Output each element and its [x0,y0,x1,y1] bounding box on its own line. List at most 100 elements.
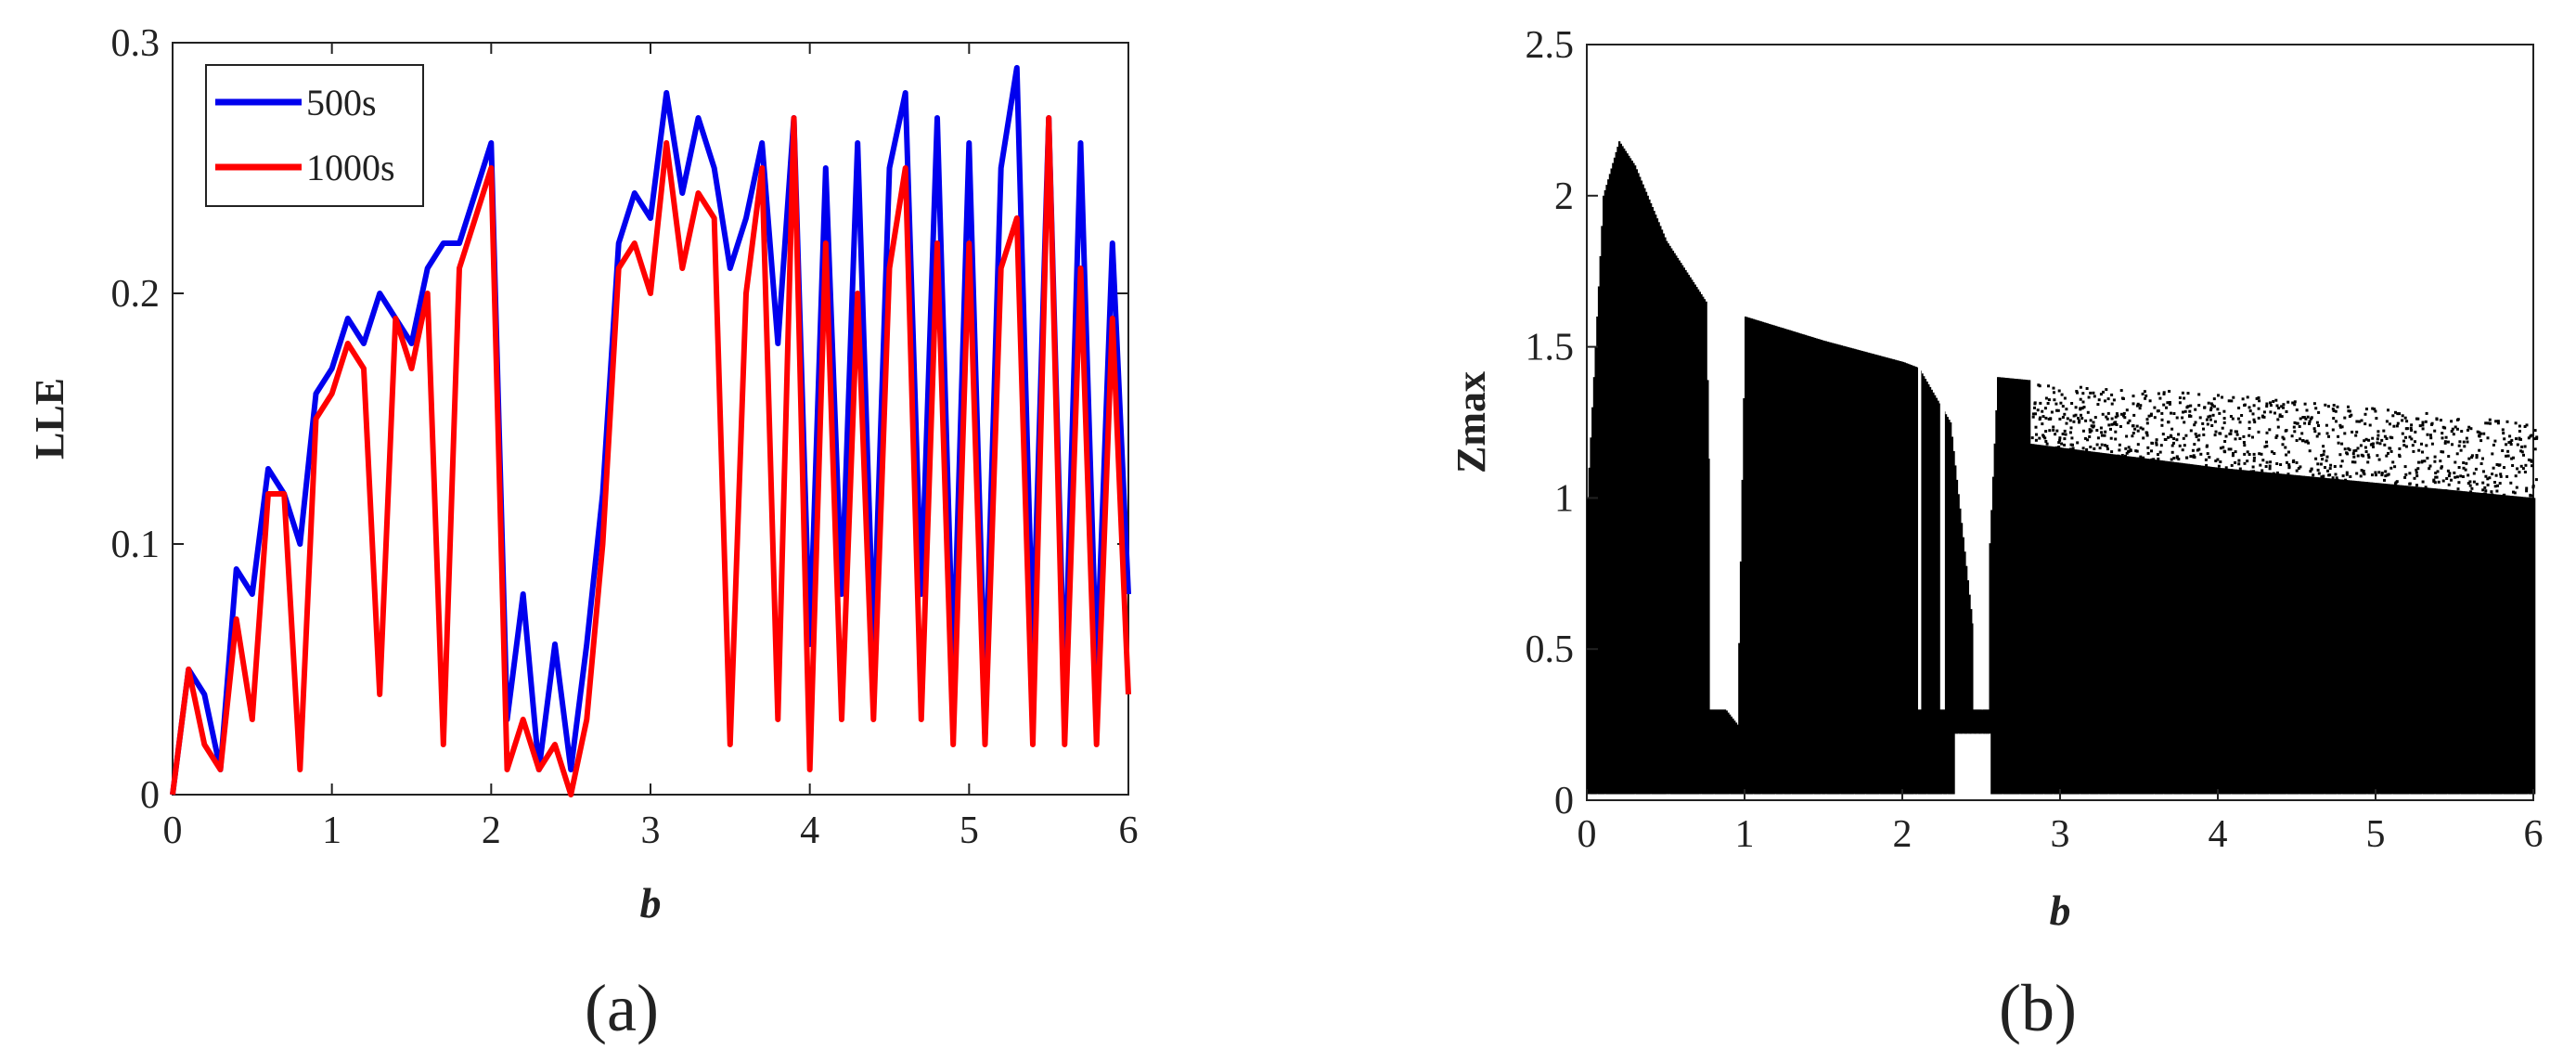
zmax-scatter-point [2089,446,2093,448]
zmax-dense-column [2067,448,2070,795]
zmax-dense-column [1754,319,1757,795]
zmax-dense-column [2036,444,2039,795]
legend-label-500s: 500s [306,82,377,123]
zmax-scatter-point [2290,434,2294,438]
zmax-scatter-point [2403,475,2407,479]
zmax-dense-column [1802,334,1806,795]
zmax-dense-column [2090,451,2093,795]
zmax-scatter-point [2505,443,2508,447]
zmax-scatter-point [2309,470,2312,473]
zmax-dense-column [1951,436,1953,795]
zmax-scatter-point [2424,420,2428,423]
zmax-scatter-point [2299,417,2302,421]
zmax-scatter-point [2078,421,2080,424]
zmax-scatter-point [2093,416,2097,420]
zmax-scatter-point [2376,434,2380,437]
zmax-scatter-point [2265,405,2269,408]
zmax-scatter-point [2039,401,2042,405]
zmax-scatter-point [2325,455,2329,459]
zmax-dense-column [1607,179,1610,795]
zmax-dense-column [2050,446,2054,795]
zmax-dense-column [2022,379,2025,795]
zmax-dense-column [2353,480,2356,795]
zmax-scatter-point [2376,437,2379,441]
zmax-scatter-point [2129,448,2132,452]
zmax-dense-column [2448,489,2451,795]
zmax-scatter-point [2081,447,2085,450]
zmax-scatter-point [2112,398,2116,402]
zmax-scatter-point [2241,397,2245,401]
zmax-dense-column [1847,346,1849,795]
zmax-dense-column [2192,464,2196,795]
zmax-dense-column [2007,378,2011,795]
zmax-scatter-point [2147,414,2151,418]
zmax-scatter-point [2227,399,2231,403]
zmax-scatter-point [2276,425,2280,429]
zmax-scatter-point [2391,414,2395,418]
zmax-scatter-point [2122,411,2126,415]
zmax-dense-column [1946,417,1949,795]
zmax-dense-column [2307,476,2311,795]
zmax-scatter-point [2518,471,2521,474]
zmax-scatter-point [2495,489,2499,493]
zmax-x-tick-label: 2 [1893,813,1913,856]
zmax-scatter-point [2337,434,2340,438]
zmax-dense-column [1964,551,1966,734]
zmax-scatter-point [2058,417,2062,421]
zmax-scatter-point [2295,408,2299,412]
lle-legend: 500s 1000s [205,64,424,207]
zmax-scatter-point [2307,441,2311,445]
zmax-scatter-point [2332,408,2336,412]
zmax-dense-column [2471,492,2474,795]
zmax-dense-column [2023,379,2027,795]
zmax-dense-column [2216,467,2219,795]
zmax-scatter-point [2413,476,2416,480]
zmax-dense-column [1889,358,1892,795]
zmax-dense-column [2092,451,2094,795]
zmax-scatter-point [2238,421,2242,424]
zmax-dense-column [1948,420,1951,795]
zmax-dense-column [2464,491,2467,795]
zmax-dense-column [1864,351,1867,795]
zmax-dense-column [1842,345,1845,795]
zmax-scatter-point [2322,453,2325,457]
zmax-dense-column [1900,361,1903,795]
zmax-scatter-point [2163,437,2167,441]
zmax-scatter-point [2081,400,2085,404]
zmax-scatter-point [2219,447,2222,450]
zmax-scatter-point [2031,412,2035,416]
zmax-scatter-point [2367,438,2371,442]
zmax-scatter-point [2402,444,2406,447]
zmax-scatter-point [2043,407,2047,410]
zmax-scatter-point [2310,467,2313,471]
zmax-scatter-point [2115,412,2119,416]
zmax-dense-column [2052,447,2054,795]
zmax-scatter-point [2414,430,2417,434]
zmax-dense-column [2128,456,2131,795]
zmax-dense-column [1610,168,1613,795]
zmax-scatter-point [2516,467,2519,471]
zmax-dense-column [2183,463,2185,795]
zmax-scatter-point [2251,435,2254,439]
zmax-scatter-point [2148,399,2152,403]
zmax-scatter-point [2382,429,2386,433]
zmax-dense-column [1874,354,1876,795]
zmax-scatter-point [2494,420,2498,423]
zmax-scatter-point [2479,439,2483,443]
zmax-dense-column [1957,494,1960,734]
zmax-dense-column [1752,318,1755,795]
zmax-scatter-point [2224,434,2228,438]
zmax-dense-column [1729,714,1732,795]
zmax-scatter-point [2484,489,2488,493]
zmax-scatter-point [2195,434,2198,438]
zmax-dense-column [1875,355,1878,795]
zmax-dense-column [1839,344,1842,795]
zmax-scatter-point [2110,422,2114,426]
zmax-dense-column [1955,479,1959,734]
zmax-dense-column [1691,279,1694,795]
zmax-scatter-point [2276,418,2280,421]
zmax-dense-column [1910,365,1913,795]
zmax-scatter-point [2212,397,2216,401]
zmax-scatter-point [2209,418,2212,421]
zmax-dense-column [1732,719,1734,795]
